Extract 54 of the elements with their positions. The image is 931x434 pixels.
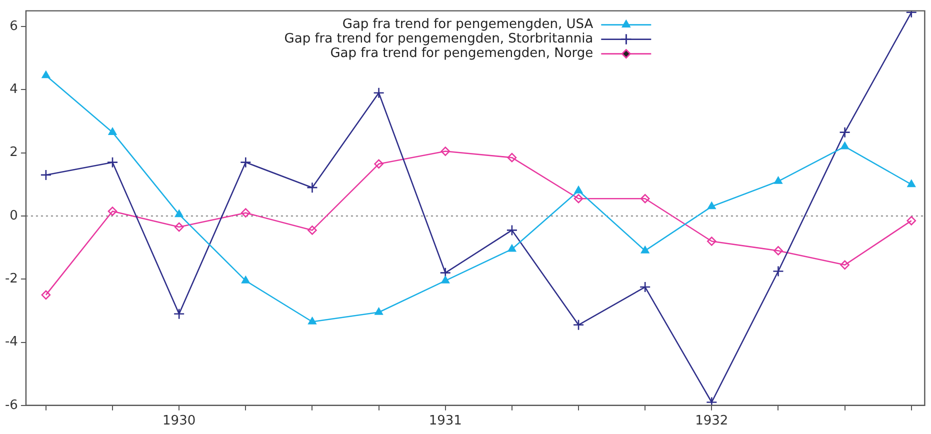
point [707, 236, 716, 246]
point [241, 208, 250, 218]
y-tick-label: -2 [4, 272, 18, 287]
point [639, 281, 651, 293]
x-tick-label: 1932 [695, 414, 728, 429]
x-tick-label: 1931 [428, 414, 462, 429]
point [774, 246, 783, 256]
point [106, 156, 118, 168]
point [240, 156, 252, 168]
point [374, 159, 384, 169]
point [440, 146, 450, 156]
point [41, 290, 51, 300]
point [640, 246, 650, 254]
point [840, 260, 850, 270]
point [507, 152, 517, 162]
point [306, 182, 318, 194]
point [441, 276, 450, 284]
point [174, 210, 184, 218]
point [574, 194, 584, 204]
point [42, 70, 50, 78]
legend-label: Gap fra trend for pengemengden, Storbritannia [284, 32, 594, 47]
point [907, 180, 916, 188]
legend-label: Gap fra trend for pengemengden, Norge [330, 46, 594, 62]
point [108, 206, 118, 216]
point [508, 244, 516, 252]
point [40, 169, 52, 181]
point [374, 308, 383, 315]
y-tick-label: -4 [4, 334, 18, 350]
point [108, 128, 117, 135]
point [173, 308, 185, 320]
point [640, 194, 650, 204]
point [308, 317, 316, 324]
y-tick-label: 4 [10, 82, 18, 98]
point [839, 126, 850, 138]
point [574, 186, 583, 194]
y-tick-label: 0 [10, 208, 18, 224]
point [506, 224, 518, 236]
point [772, 266, 784, 277]
point [708, 202, 716, 210]
point [308, 226, 317, 235]
point [840, 142, 849, 150]
point [706, 396, 718, 406]
point [242, 276, 250, 284]
y-tick-label: 6 [10, 18, 18, 34]
point [440, 267, 452, 278]
legend-label: Gap fra trend for pengemengden, USA [342, 17, 594, 32]
x-tick-label: 1930 [162, 414, 196, 429]
point [906, 216, 916, 226]
point [174, 222, 184, 232]
point [572, 319, 584, 331]
y-tick-label: -6 [4, 398, 18, 413]
point [373, 87, 384, 99]
point [774, 176, 782, 184]
y-tick-label: 2 [10, 145, 18, 160]
